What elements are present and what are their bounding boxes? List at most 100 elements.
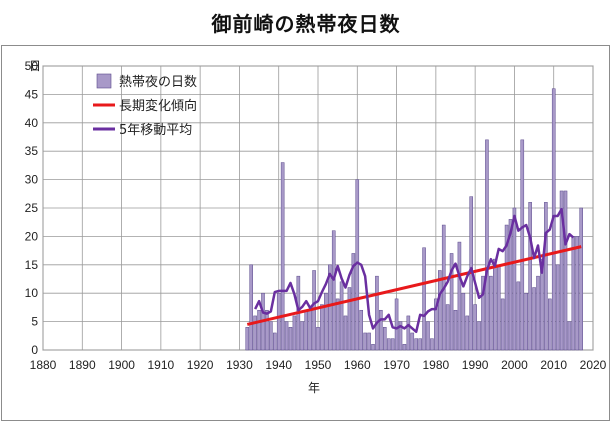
y-tick-label: 0 [31, 343, 38, 357]
bar [449, 253, 454, 351]
line-series [246, 207, 582, 334]
x-tick-label: 2010 [540, 358, 567, 372]
bar [304, 309, 308, 351]
legend-label-moving-average: 5年移動平均 [119, 123, 192, 138]
bar [461, 292, 466, 351]
bar-series [245, 88, 583, 351]
y-tick-label: 15 [25, 258, 39, 272]
bar [257, 309, 261, 351]
chart-title: 御前崎の熱帯夜日数 [211, 12, 401, 36]
legend-label-bar: 熱帯夜の日数 [119, 75, 197, 90]
bar [363, 332, 367, 351]
bar [371, 344, 375, 351]
bar [481, 275, 485, 351]
bar [422, 247, 426, 351]
bar [579, 207, 583, 351]
bar [524, 292, 528, 351]
bar [544, 202, 548, 351]
bar [453, 309, 458, 351]
bar [438, 270, 442, 351]
x-axis-label: 年 [308, 381, 320, 395]
bar [367, 332, 371, 351]
bar [559, 190, 564, 351]
x-tick-label: 1950 [305, 358, 332, 372]
bar [386, 338, 391, 351]
x-tick-label: 1900 [108, 358, 135, 372]
bar [390, 338, 395, 351]
bar [493, 258, 497, 351]
bar [489, 275, 493, 351]
bar [563, 190, 568, 351]
bar [335, 298, 340, 351]
bar [292, 315, 297, 351]
bar [532, 287, 536, 351]
legend-swatch-bar [96, 73, 112, 89]
x-tick-label: 1980 [423, 358, 450, 372]
x-tick-label: 1970 [383, 358, 410, 372]
bar [331, 230, 336, 351]
bar [249, 264, 253, 351]
axes: 1880 1890 1900 1910 1920 1930 1940 1950 1960 1970… [25, 59, 607, 395]
y-tick-label: 35 [25, 144, 39, 158]
y-tick-label: 5 [31, 315, 38, 329]
bar [418, 338, 422, 351]
bar [245, 327, 250, 351]
bar [504, 224, 509, 351]
bar [402, 344, 407, 351]
bar [445, 304, 450, 351]
bar [555, 264, 560, 351]
bar [414, 338, 418, 351]
bar [571, 236, 576, 351]
bar [548, 298, 552, 351]
bar [496, 264, 501, 351]
x-tick-label: 2000 [501, 358, 528, 372]
bar [516, 281, 521, 351]
bar [500, 298, 505, 351]
bar [343, 315, 348, 351]
bar [375, 275, 379, 351]
x-tick-label: 1940 [265, 358, 292, 372]
x-tick-label: 1930 [226, 358, 253, 372]
y-tick-label: 10 [25, 286, 39, 300]
bar [269, 321, 273, 351]
y-axis-label: 日 [29, 59, 41, 73]
bar [485, 139, 489, 351]
bar [383, 327, 387, 351]
y-tick-label: 50 [25, 59, 39, 73]
bar [536, 275, 540, 351]
bar [359, 309, 363, 351]
bar [512, 207, 517, 351]
bar [473, 304, 477, 351]
bar [284, 321, 289, 351]
bar [316, 327, 320, 351]
legend-label-trend: 長期変化傾向 [119, 98, 197, 114]
bar [406, 315, 411, 351]
bar [253, 315, 257, 351]
bar [520, 139, 525, 351]
bar [434, 298, 438, 351]
bar [288, 327, 293, 351]
y-tick-label: 45 [25, 87, 39, 101]
bar [347, 287, 352, 351]
bar [540, 258, 544, 351]
trend-line [246, 245, 582, 326]
x-tick-label: 1990 [462, 358, 489, 372]
bar [280, 162, 285, 351]
y-tick-label: 25 [25, 201, 39, 215]
x-tick-label: 1960 [344, 358, 371, 372]
bar [430, 338, 434, 351]
bar [300, 321, 305, 351]
bar [265, 309, 269, 351]
bar [339, 281, 344, 351]
bar [575, 236, 580, 351]
bar [273, 332, 277, 351]
x-tick-label: 1920 [187, 358, 214, 372]
y-tick-label: 20 [25, 229, 39, 243]
moving-average-line [254, 207, 575, 334]
x-tick-label: 2020 [580, 358, 607, 372]
bar [328, 264, 332, 351]
x-tick-label: 1910 [148, 358, 175, 372]
bar [398, 321, 403, 351]
